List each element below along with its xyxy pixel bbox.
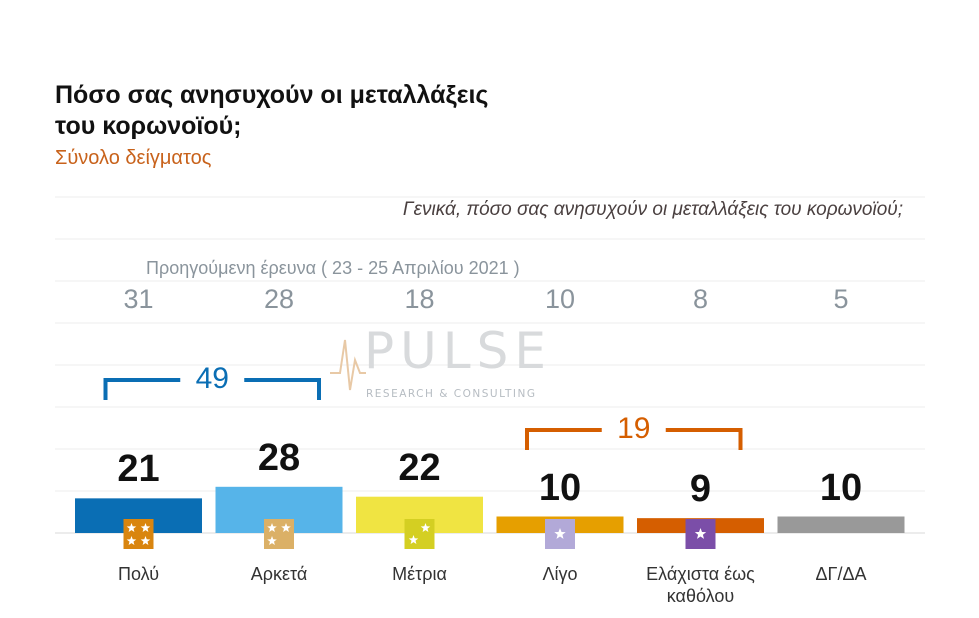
category-icon	[404, 519, 435, 549]
category-label: Μέτρια	[392, 564, 447, 584]
pulse-watermark: PULSE RESEARCH & CONSULTING	[330, 322, 552, 400]
category-label: Πολύ	[117, 564, 160, 584]
survey-question: Γενικά, πόσο σας ανησυχούν οι μεταλλάξει…	[402, 199, 903, 220]
bracket-line	[525, 428, 602, 450]
star-icon	[420, 523, 431, 532]
data-label: 22	[398, 446, 441, 489]
bracket-line	[665, 428, 743, 450]
data-label: 28	[257, 436, 301, 479]
category-label: Λίγο	[542, 564, 578, 584]
bars	[75, 486, 905, 533]
previous-value: 28	[263, 284, 295, 314]
previous-survey-label: Προηγούμενη έρευνα ( 23 - 25 Απριλίου 20…	[146, 258, 520, 278]
category-icon	[264, 519, 294, 549]
bar	[777, 516, 905, 533]
star-icon	[267, 523, 277, 532]
star-icon	[140, 536, 151, 545]
bracket-line	[103, 378, 181, 400]
category-icon	[123, 519, 154, 549]
category-label: ΔΓ/ΔΑ	[815, 564, 867, 584]
data-label: 21	[117, 448, 160, 491]
star-icon	[408, 535, 419, 544]
group-brackets	[103, 378, 743, 450]
star-icon	[140, 523, 151, 532]
data-label: 10	[819, 466, 863, 509]
group-total: 49	[195, 362, 229, 395]
data-label: 9	[689, 468, 712, 511]
watermark-brand: PULSE	[364, 322, 552, 380]
previous-value: 5	[833, 284, 849, 314]
previous-value: 10	[544, 284, 576, 314]
data-label: 10	[538, 466, 582, 509]
previous-value: 18	[404, 284, 435, 314]
grid-lines	[55, 196, 925, 534]
previous-value: 8	[692, 284, 709, 314]
chart-subtitle: Σύνολο δείγματος	[55, 147, 212, 169]
bracket-line	[244, 378, 321, 400]
star-icon	[267, 536, 277, 545]
chart-title: Πόσο σας ανησυχούν οι μεταλλάξεις του κο…	[55, 81, 489, 140]
star-icon	[694, 528, 707, 539]
category-label: Ελάχιστα έως καθόλου	[646, 564, 755, 606]
star-icon	[126, 523, 137, 532]
watermark-tagline: RESEARCH & CONSULTING	[366, 388, 536, 400]
previous-value: 31	[123, 284, 154, 314]
star-icon	[126, 536, 137, 545]
category-label: Αρκετά	[250, 564, 308, 584]
group-total: 19	[617, 412, 651, 445]
star-icon	[554, 528, 566, 539]
category-icons	[123, 519, 716, 549]
watermark-pulse-line	[330, 339, 366, 391]
star-icon	[281, 523, 291, 532]
